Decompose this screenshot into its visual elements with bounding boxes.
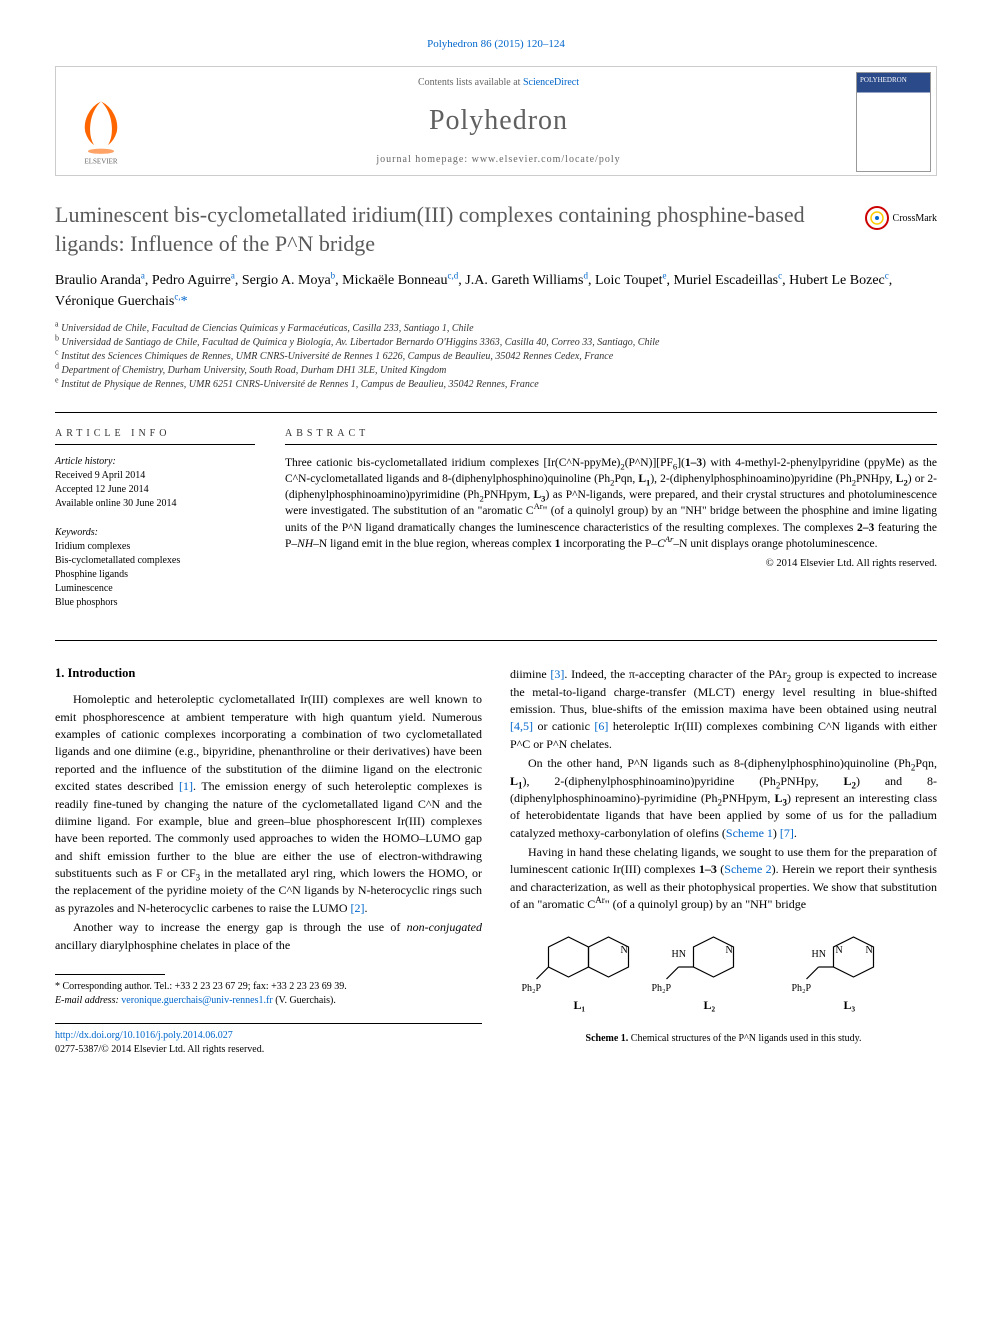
affiliation: d Department of Chemistry, Durham Univer… <box>55 364 937 378</box>
scheme-label: Scheme 1. <box>586 1033 629 1044</box>
affiliations-block: a Universidad de Chile, Facultad de Cien… <box>55 322 937 392</box>
left-body-text: Homoleptic and heteroleptic cyclometalla… <box>55 691 482 954</box>
email-link[interactable]: veronique.guerchais@univ-rennes1.fr <box>121 995 272 1006</box>
left-column: 1. Introduction Homoleptic and heterolep… <box>55 666 482 1057</box>
journal-cover-cell: POLYHEDRON <box>851 67 936 175</box>
svg-text:N: N <box>621 945 628 956</box>
abstract-column: ABSTRACT Three cationic bis-cyclometalla… <box>285 428 937 625</box>
crossmark-badge[interactable]: CrossMark <box>865 206 937 230</box>
paragraph: On the other hand, P^N ligands such as 8… <box>510 755 937 842</box>
keyword: Luminescence <box>55 582 255 596</box>
scheme-caption-text: Chemical structures of the P^N ligands u… <box>628 1033 861 1044</box>
keyword: Blue phosphors <box>55 596 255 610</box>
section-heading-intro: 1. Introduction <box>55 666 482 681</box>
title-block: CrossMark Luminescent bis-cyclometallate… <box>55 201 937 392</box>
abstract-label: ABSTRACT <box>285 428 937 445</box>
authors-line: Braulio Arandaa, Pedro Aguirrea, Sergio … <box>55 270 937 312</box>
abstract-copyright: © 2014 Elsevier Ltd. All rights reserved… <box>285 558 937 569</box>
l2-label: L₂ <box>704 998 716 1012</box>
email-suffix: (V. Guerchais). <box>273 995 336 1006</box>
paragraph: Homoleptic and heteroleptic cyclometalla… <box>55 691 482 917</box>
email-line: E-mail address: veronique.guerchais@univ… <box>55 994 482 1008</box>
l2-nh: HN <box>672 949 686 960</box>
contents-prefix: Contents lists available at <box>418 77 523 88</box>
journal-cover-thumbnail[interactable]: POLYHEDRON <box>856 72 931 172</box>
keywords-block: Keywords: Iridium complexes Bis-cyclomet… <box>55 526 255 610</box>
body-columns: 1. Introduction Homoleptic and heterolep… <box>55 666 937 1057</box>
cover-title: POLYHEDRON <box>860 76 907 84</box>
paragraph: diimine [3]. Indeed, the π-accepting cha… <box>510 666 937 753</box>
svg-text:N: N <box>726 945 733 956</box>
keywords-header: Keywords: <box>55 526 255 540</box>
article-info-column: ARTICLE INFO Article history: Received 9… <box>55 428 255 625</box>
svg-text:N: N <box>866 945 873 956</box>
sciencedirect-link[interactable]: ScienceDirect <box>523 77 579 88</box>
affiliation: e Institut de Physique de Rennes, UMR 62… <box>55 378 937 392</box>
corr-author-line: * Corresponding author. Tel.: +33 2 23 2… <box>55 980 482 994</box>
svg-text:ELSEVIER: ELSEVIER <box>84 158 117 166</box>
paragraph: Another way to increase the energy gap i… <box>55 919 482 954</box>
article-title: Luminescent bis-cyclometallated iridium(… <box>55 201 937 258</box>
corresponding-author-footnote: * Corresponding author. Tel.: +33 2 23 2… <box>55 980 482 1008</box>
l1-label: L₁ <box>574 998 586 1012</box>
journal-header-box: ELSEVIER Contents lists available at Sci… <box>55 66 937 176</box>
l1-sub: Ph₂P <box>522 983 542 994</box>
affiliation: a Universidad de Chile, Facultad de Cien… <box>55 322 937 336</box>
scheme-1-caption: Scheme 1. Chemical structures of the P^N… <box>510 1033 937 1044</box>
homepage-label: journal homepage: <box>376 154 471 165</box>
contents-available-line: Contents lists available at ScienceDirec… <box>156 77 841 88</box>
doi-link[interactable]: http://dx.doi.org/10.1016/j.poly.2014.06… <box>55 1030 233 1041</box>
keyword: Iridium complexes <box>55 540 255 554</box>
crossmark-icon <box>865 206 889 230</box>
history-item: Received 9 April 2014 <box>55 469 255 483</box>
keyword: Bis-cyclometallated complexes <box>55 554 255 568</box>
article-history-block: Article history: Received 9 April 2014 A… <box>55 455 255 511</box>
affiliation: b Universidad de Santiago de Chile, Facu… <box>55 336 937 350</box>
journal-header-center: Contents lists available at ScienceDirec… <box>146 67 851 175</box>
keyword: Phosphine ligands <box>55 568 255 582</box>
journal-homepage: journal homepage: www.elsevier.com/locat… <box>156 154 841 165</box>
header-citation-bar: Polyhedron 86 (2015) 120–124 <box>55 35 937 51</box>
email-label: E-mail address: <box>55 995 121 1006</box>
scheme-1-figure: N Ph₂P L₁ N HN Ph₂P L₂ <box>510 929 937 1044</box>
info-abstract-row: ARTICLE INFO Article history: Received 9… <box>55 412 937 641</box>
citation-link[interactable]: Polyhedron 86 (2015) 120–124 <box>427 38 565 50</box>
history-item: Available online 30 June 2014 <box>55 497 255 511</box>
crossmark-label: CrossMark <box>893 213 937 224</box>
l3-nh: HN <box>812 949 826 960</box>
article-info-label: ARTICLE INFO <box>55 428 255 445</box>
affiliation: c Institut des Sciences Chimiques de Ren… <box>55 350 937 364</box>
elsevier-logo-icon: ELSEVIER <box>71 97 131 167</box>
history-item: Accepted 12 June 2014 <box>55 483 255 497</box>
history-header: Article history: <box>55 455 255 469</box>
l3-label: L₃ <box>844 998 856 1012</box>
homepage-url[interactable]: www.elsevier.com/locate/poly <box>472 154 621 165</box>
doi-block: http://dx.doi.org/10.1016/j.poly.2014.06… <box>55 1023 482 1057</box>
issn-copyright: 0277-5387/© 2014 Elsevier Ltd. All right… <box>55 1043 482 1057</box>
scheme-1-svg: N Ph₂P L₁ N HN Ph₂P L₂ <box>510 929 937 1024</box>
paragraph: Having in hand these chelating ligands, … <box>510 844 937 914</box>
footnote-separator <box>55 974 165 975</box>
right-column: diimine [3]. Indeed, the π-accepting cha… <box>510 666 937 1057</box>
journal-name: Polyhedron <box>156 105 841 137</box>
svg-text:N: N <box>836 945 843 956</box>
right-body-text: diimine [3]. Indeed, the π-accepting cha… <box>510 666 937 913</box>
l3-sub: Ph₂P <box>792 983 812 994</box>
l2-sub: Ph₂P <box>652 983 672 994</box>
abstract-text: Three cationic bis-cyclometallated iridi… <box>285 455 937 552</box>
publisher-logo-cell: ELSEVIER <box>56 67 146 175</box>
